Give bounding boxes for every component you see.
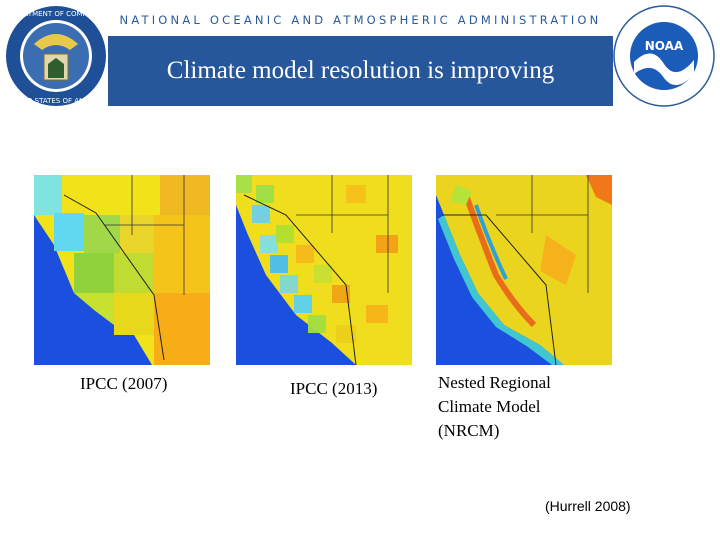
caption-nrcm-line-2: Climate Model — [438, 397, 541, 416]
slide-header: DEPARTMENT OF COMMERCE UNITED STATES OF … — [0, 0, 720, 110]
map-ipcc-2013 — [236, 175, 412, 365]
caption-ipcc-2013: IPCC (2013) — [290, 379, 378, 398]
caption-nrcm: Nested Regional Climate Model (NRCM) — [438, 371, 551, 443]
svg-text:DEPARTMENT OF COMMERCE: DEPARTMENT OF COMMERCE — [5, 10, 107, 18]
caption-nrcm-line-3: (NRCM) — [438, 421, 500, 440]
noaa-logo-text: NOAA — [645, 39, 684, 53]
commerce-seal-icon: DEPARTMENT OF COMMERCE UNITED STATES OF … — [4, 4, 108, 108]
noaa-seal-icon: NOAA — [612, 4, 716, 108]
title-banner — [108, 36, 613, 106]
agency-name: NATIONAL OCEANIC AND ATMOSPHERIC ADMINIS… — [108, 4, 613, 36]
page-title: Climate model resolution is improving — [166, 57, 555, 84]
caption-ipcc-2007: IPCC (2007) — [80, 374, 168, 393]
map-nrcm — [436, 175, 612, 365]
caption-nrcm-line-1: Nested Regional — [438, 373, 551, 392]
svg-text:UNITED STATES OF AMERICA: UNITED STATES OF AMERICA — [6, 97, 106, 105]
map-ipcc-2007 — [34, 175, 210, 365]
citation: (Hurrell 2008) — [545, 498, 631, 514]
